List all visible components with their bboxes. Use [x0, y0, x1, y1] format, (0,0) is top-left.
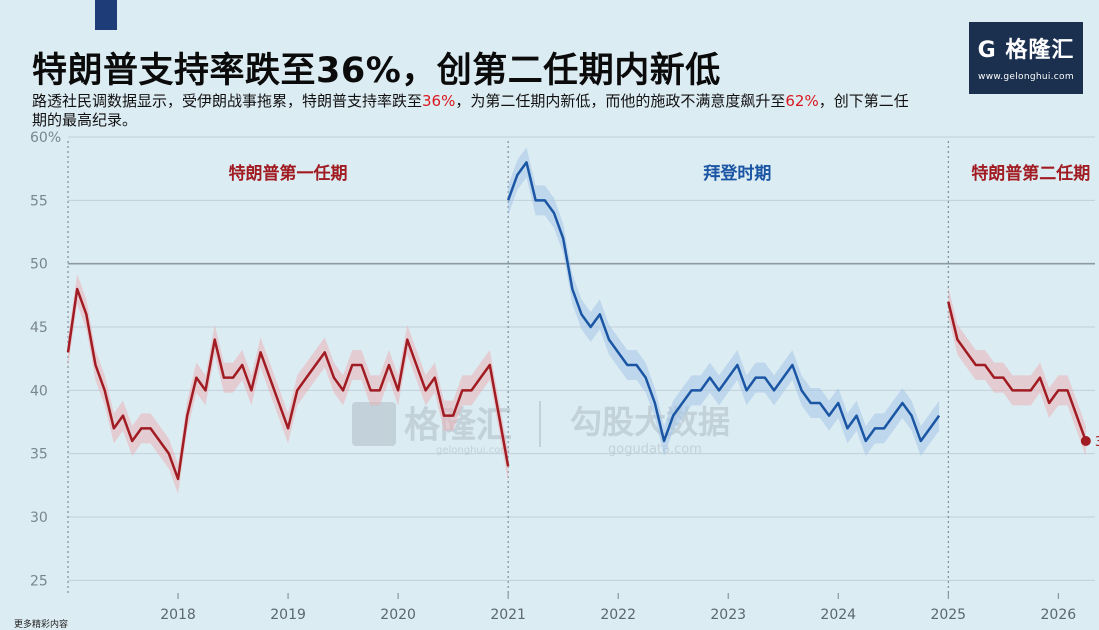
watermark-data-url: gogudata.com: [608, 442, 702, 457]
x-tick-label: 2025: [930, 607, 966, 623]
y-tick-label: 35: [30, 447, 48, 463]
watermark-data-brand: 勾股大数据: [570, 403, 730, 441]
y-tick-label: 30: [30, 510, 48, 526]
y-tick-labels: 25 30 35 40 45 50 55 60%: [30, 130, 61, 589]
approval-series-lines: [66, 161, 1088, 481]
x-tick-label: 2019: [270, 607, 306, 623]
period-label: 拜登时期: [703, 163, 771, 184]
x-tick-label: 2026: [1041, 607, 1077, 623]
watermark-logo-mark: [352, 402, 396, 446]
watermark: 格隆汇 gelonghui.com 勾股大数据 gogudata.com: [352, 401, 730, 457]
brand-logo-mark: G 格隆汇: [977, 38, 1075, 63]
y-tick-label: 60%: [30, 130, 61, 146]
end-value-label: 36%: [1095, 435, 1099, 450]
subtitle-text-3: ，创下第二任期的最高纪录。: [32, 92, 909, 129]
series-line: [66, 287, 510, 481]
subtitle-highlight-approval: 36%: [422, 92, 456, 110]
chart-title: 特朗普支持率跌至36%，创第二任期内新低: [32, 51, 721, 91]
confidence-band: [68, 274, 509, 494]
period-labels: 特朗普第一任期 拜登时期 特朗普第二任期: [229, 163, 1091, 184]
period-label: 特朗普第二任期: [971, 163, 1090, 184]
x-tick-label: 2024: [820, 607, 856, 623]
series-line: [947, 301, 1088, 442]
x-tick-label: 2020: [380, 607, 416, 623]
y-tick-label: 45: [30, 320, 48, 336]
x-tick-label: 2023: [710, 607, 746, 623]
horizontal-gridlines: [68, 136, 1095, 581]
subtitle-text-2: ，为第二任期内新低，而他的施政不满意度飙升至: [455, 92, 786, 110]
subtitle-text-1: 路透社民调数据显示，受伊朗战事拖累，特朗普支持率跌至: [32, 92, 423, 110]
brand-logo[interactable]: G 格隆汇 www.gelonghui.com: [969, 22, 1083, 94]
period-label: 特朗普第一任期: [229, 163, 348, 184]
y-tick-label: 55: [30, 193, 48, 209]
x-tick-label: 2022: [600, 607, 636, 623]
brand-logo-url: www.gelonghui.com: [978, 72, 1074, 82]
end-marker: 36%: [1080, 435, 1099, 450]
x-tick-labels: 2018 2019 2020 2021 2022 2023 2024 2025 2026: [160, 593, 1076, 623]
x-tick-label: 2021: [490, 607, 526, 623]
y-tick-label: 40: [30, 383, 48, 399]
confidence-bands: [68, 147, 1086, 494]
corner-accent-block: [95, 0, 117, 30]
x-tick-label: 2018: [160, 607, 196, 623]
confidence-band: [508, 147, 940, 457]
qr-code-caption[interactable]: 更多精彩内容: [14, 620, 69, 630]
y-tick-label: 50: [30, 257, 48, 273]
confidence-band: [948, 286, 1086, 456]
watermark-brand-url: gelonghui.com: [436, 445, 510, 456]
series-line: [506, 161, 941, 443]
subtitle-highlight-disapproval: 62%: [785, 92, 819, 110]
y-tick-label: 25: [30, 573, 48, 589]
end-point: [1080, 436, 1091, 446]
chart-subtitle: 路透社民调数据显示，受伊朗战事拖累，特朗普支持率跌至36%，为第二任期内新低，而…: [32, 92, 912, 130]
